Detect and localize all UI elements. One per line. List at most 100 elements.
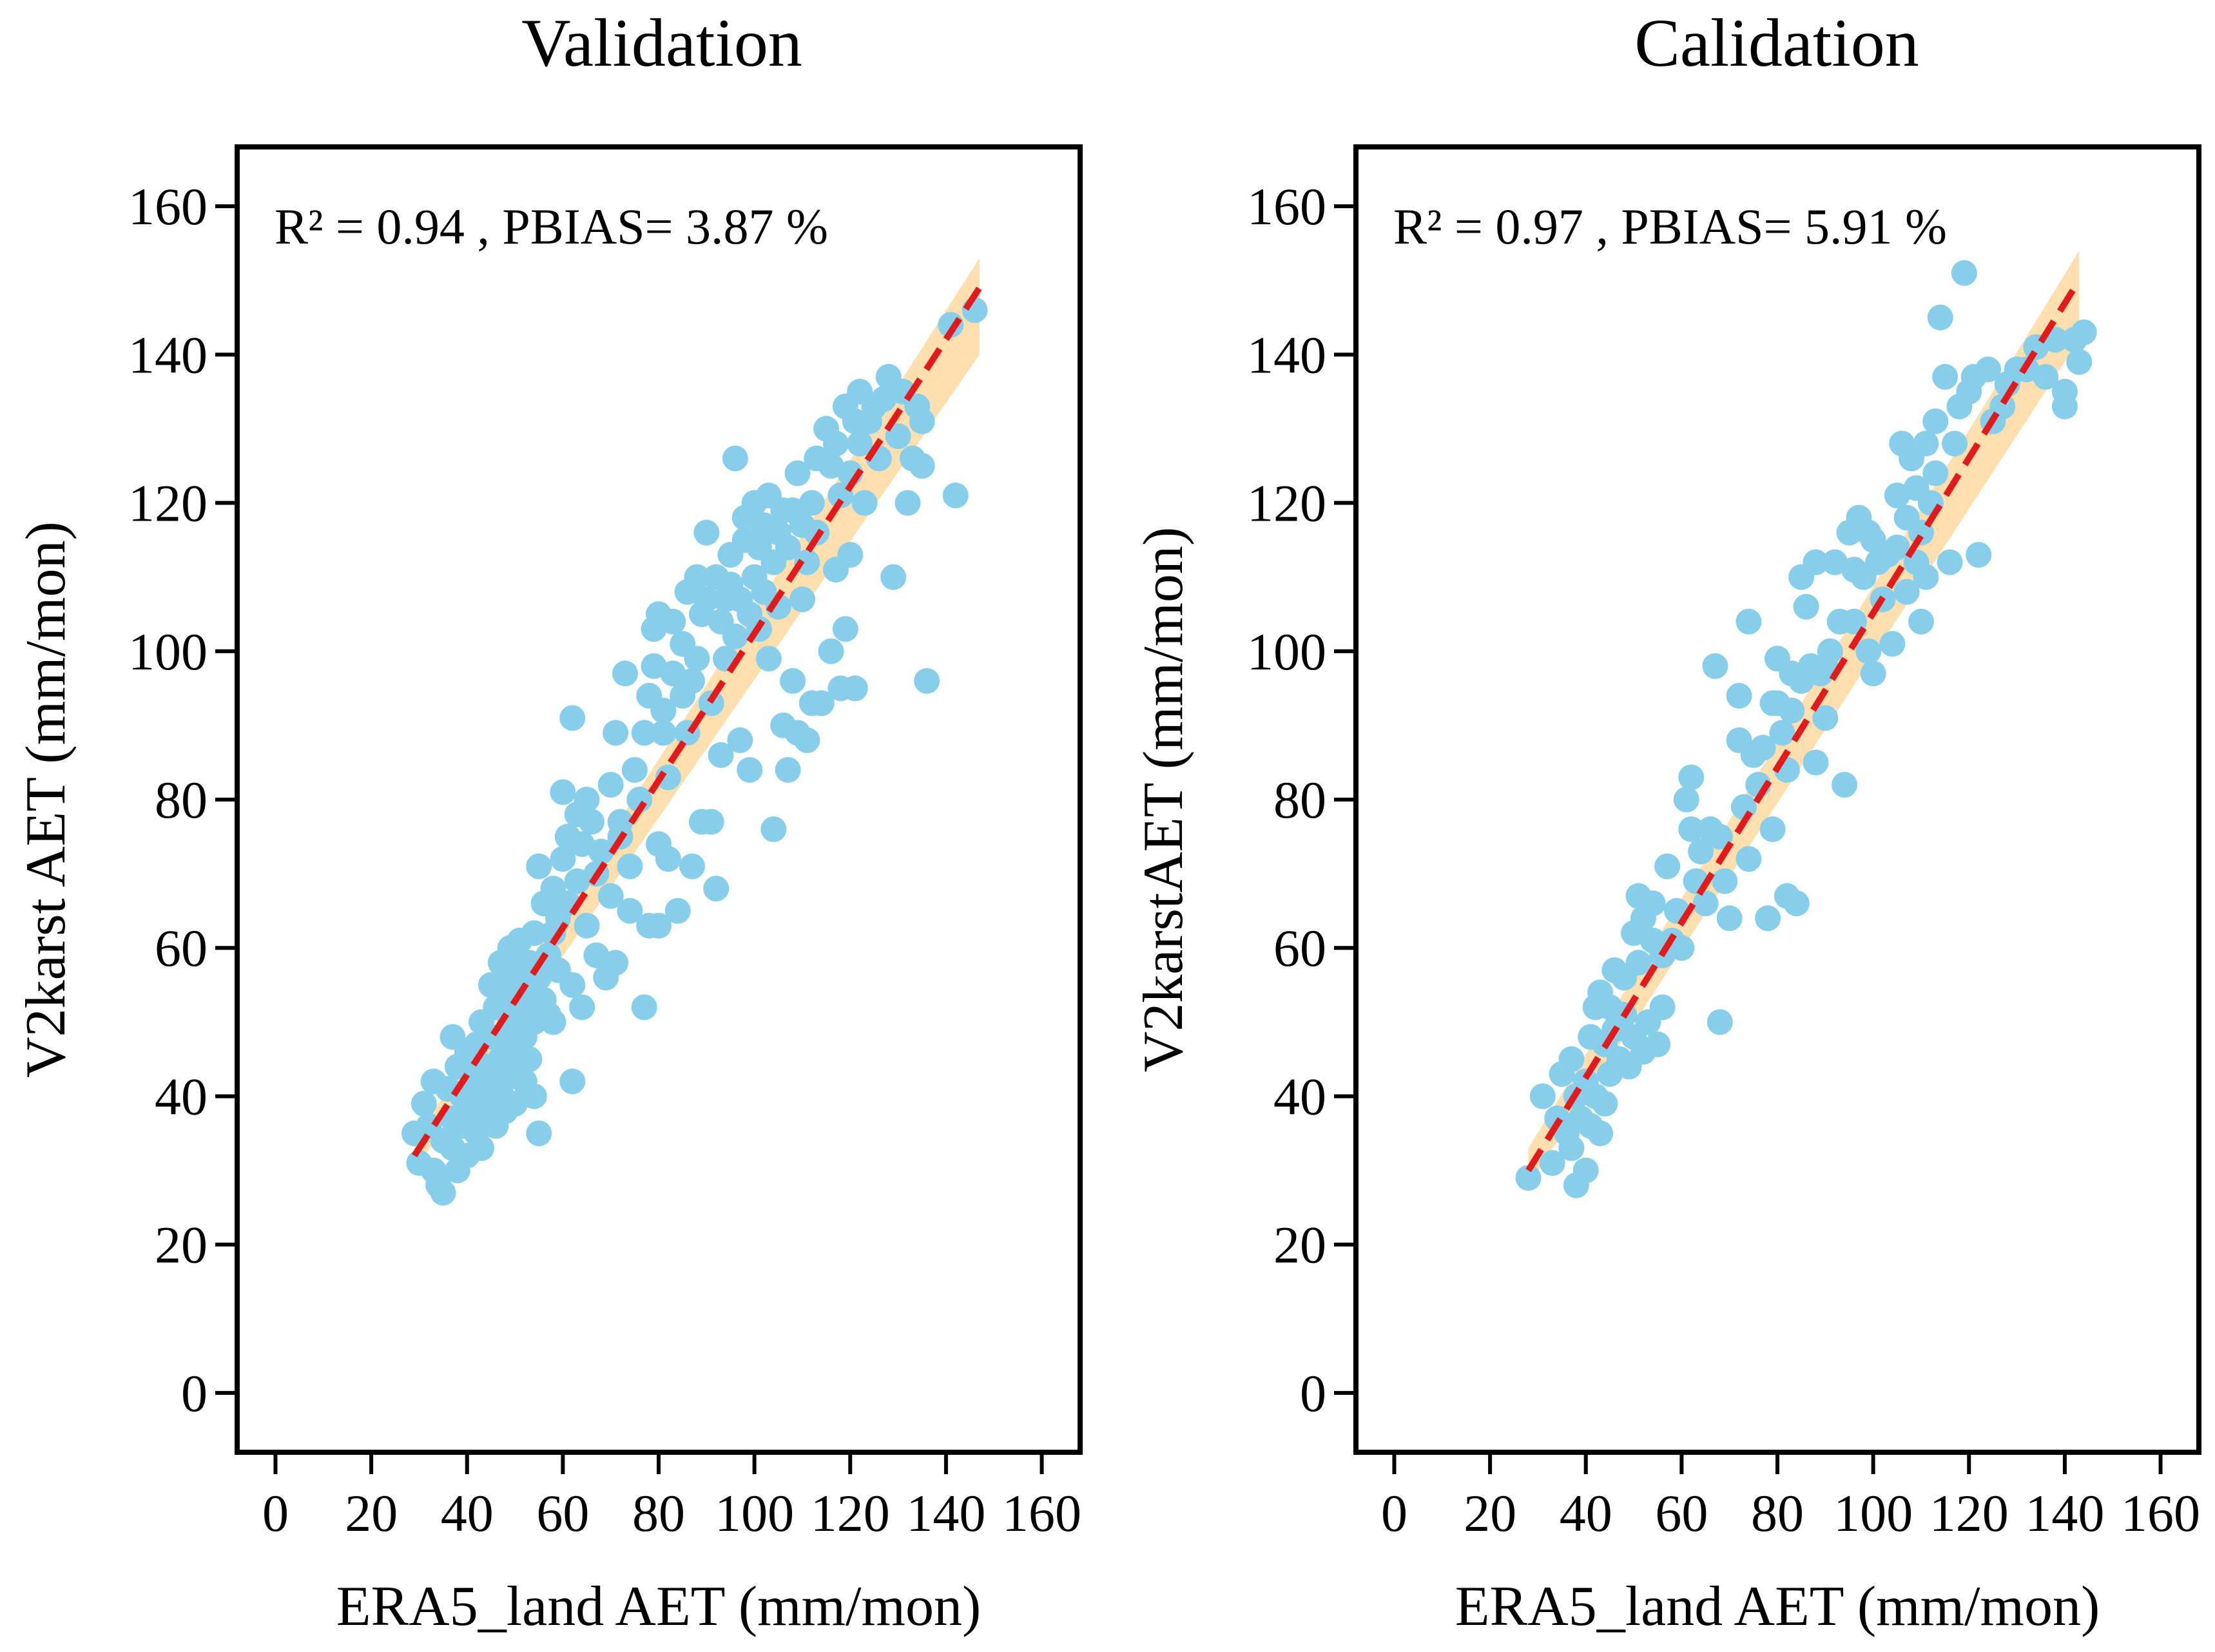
calidation-y-tick-label: 80 <box>1273 771 1326 829</box>
validation-data-point <box>784 460 811 486</box>
validation-x-tick-label: 40 <box>441 1484 494 1542</box>
validation-title: Validation <box>521 5 802 81</box>
validation-data-point <box>603 950 629 976</box>
validation-data-point <box>578 809 605 835</box>
validation-data-point <box>708 742 734 768</box>
calidation-data-point <box>1755 905 1781 932</box>
validation-x-tick-label: 60 <box>536 1484 589 1542</box>
calidation-data-point <box>1678 764 1705 791</box>
calidation-x-tick-label: 20 <box>1464 1484 1516 1542</box>
calidation-data-point <box>1927 304 1953 331</box>
validation-data-point <box>550 779 576 805</box>
calidation-data-point <box>1937 549 1963 575</box>
calidation-data-point <box>1702 653 1728 679</box>
calidation-y-tick-label: 140 <box>1247 325 1326 384</box>
validation-x-tick-label: 100 <box>715 1484 794 1542</box>
validation-fit-line <box>411 285 983 1158</box>
calidation-stats-annotation: R² = 0.97 , PBIAS= 5.91 % <box>1393 198 1947 255</box>
validation-data-point <box>760 816 787 843</box>
validation-data-point <box>737 756 763 783</box>
calidation-data-point <box>1678 816 1705 843</box>
calidation-data-point <box>1716 905 1743 932</box>
validation-data-point <box>794 549 820 575</box>
calidation-fit-layer <box>1525 286 2078 1173</box>
validation-data-point <box>521 920 547 946</box>
validation-data-point <box>650 697 677 724</box>
calidation-data-point <box>1855 638 1882 664</box>
calidation-x-tick-label: 60 <box>1655 1484 1708 1542</box>
calidation-data-point <box>1707 823 1733 850</box>
validation-data-point <box>909 408 935 434</box>
calidation-data-point <box>1645 1031 1671 1057</box>
validation-data-point <box>521 1083 547 1109</box>
calidation-data-point <box>1966 542 1992 568</box>
validation-data-point <box>851 490 878 516</box>
validation-data-point <box>411 1090 437 1117</box>
validation-y-tick-label: 60 <box>155 919 208 977</box>
validation-data-point <box>603 720 629 746</box>
validation-x-tick-label: 0 <box>262 1484 289 1542</box>
calidation-data-point <box>1975 356 2001 383</box>
calidation-x-tick-label: 40 <box>1560 1484 1612 1542</box>
calidation-data-point <box>1922 460 1949 486</box>
validation-data-point <box>885 423 911 449</box>
calidation-panel: Calidation 0 20 40 60 80 100 120 140 160 0 20 40 60… <box>1132 5 2201 1638</box>
validation-data-point <box>698 809 724 835</box>
calidation-data-point <box>1712 868 1738 894</box>
calidation-y-tick-label: 100 <box>1247 622 1326 681</box>
validation-data-point <box>607 809 634 835</box>
validation-y-ticks: 0 20 40 60 80 100 120 140 160 <box>128 177 237 1423</box>
validation-data-point <box>837 542 864 568</box>
calidation-x-tick-label: 100 <box>1833 1484 1913 1542</box>
calidation-data-point <box>2051 378 2078 405</box>
calidation-data-point <box>1832 771 1858 798</box>
validation-data-point <box>469 1135 495 1162</box>
calidation-fit-line <box>1525 286 2078 1173</box>
validation-data-point <box>660 608 686 635</box>
validation-y-tick-label: 140 <box>128 325 208 384</box>
calidation-y-tick-label: 60 <box>1273 919 1326 977</box>
calidation-data-point <box>1673 787 1699 812</box>
calidation-data-point <box>1803 749 1829 776</box>
validation-data-point <box>794 727 820 753</box>
calidation-y-ticks: 0 20 40 60 80 100 120 140 160 <box>1247 177 1356 1423</box>
validation-data-point <box>722 623 748 649</box>
calidation-y-tick-label: 0 <box>1300 1364 1326 1423</box>
validation-x-tick-label: 20 <box>345 1484 398 1542</box>
validation-data-point <box>822 430 849 457</box>
validation-data-point <box>679 668 706 694</box>
validation-data-point <box>516 1046 543 1072</box>
validation-data-point <box>655 846 681 872</box>
validation-data-point <box>574 912 600 939</box>
calidation-y-tick-label: 40 <box>1273 1067 1326 1126</box>
validation-data-point <box>942 483 969 509</box>
calidation-data-point <box>1941 430 1968 457</box>
validation-x-tick-label: 140 <box>906 1484 985 1542</box>
calidation-data-point <box>1726 682 1752 709</box>
validation-data-point <box>798 490 825 516</box>
validation-panel: Validation 0 20 40 60 80 100 120 140 160 0 20 40 60… <box>15 5 1083 1638</box>
calidation-data-point <box>1908 608 1934 635</box>
validation-y-tick-label: 20 <box>155 1216 208 1274</box>
validation-data-point <box>526 1120 552 1147</box>
validation-data-point <box>626 787 653 812</box>
validation-data-point <box>617 853 643 879</box>
validation-data-point <box>842 675 868 702</box>
validation-data-point <box>526 853 552 879</box>
calidation-y-axis-label: V2karstAET (mm/mon) <box>1132 527 1195 1072</box>
calidation-data-point <box>2033 363 2059 390</box>
calidation-data-point <box>1707 1009 1733 1035</box>
validation-data-point <box>775 534 801 561</box>
validation-data-point <box>664 898 691 924</box>
calidation-x-tick-label: 0 <box>1381 1484 1407 1542</box>
validation-x-tick-label: 160 <box>1002 1484 1081 1542</box>
validation-data-point <box>597 883 624 909</box>
validation-y-tick-label: 100 <box>128 622 208 681</box>
calidation-data-point <box>1769 720 1795 746</box>
validation-y-tick-label: 80 <box>155 771 208 829</box>
validation-data-point <box>569 994 595 1021</box>
validation-data-point <box>847 430 873 457</box>
validation-y-tick-label: 120 <box>128 474 208 533</box>
calidation-data-point <box>1529 1083 1556 1109</box>
